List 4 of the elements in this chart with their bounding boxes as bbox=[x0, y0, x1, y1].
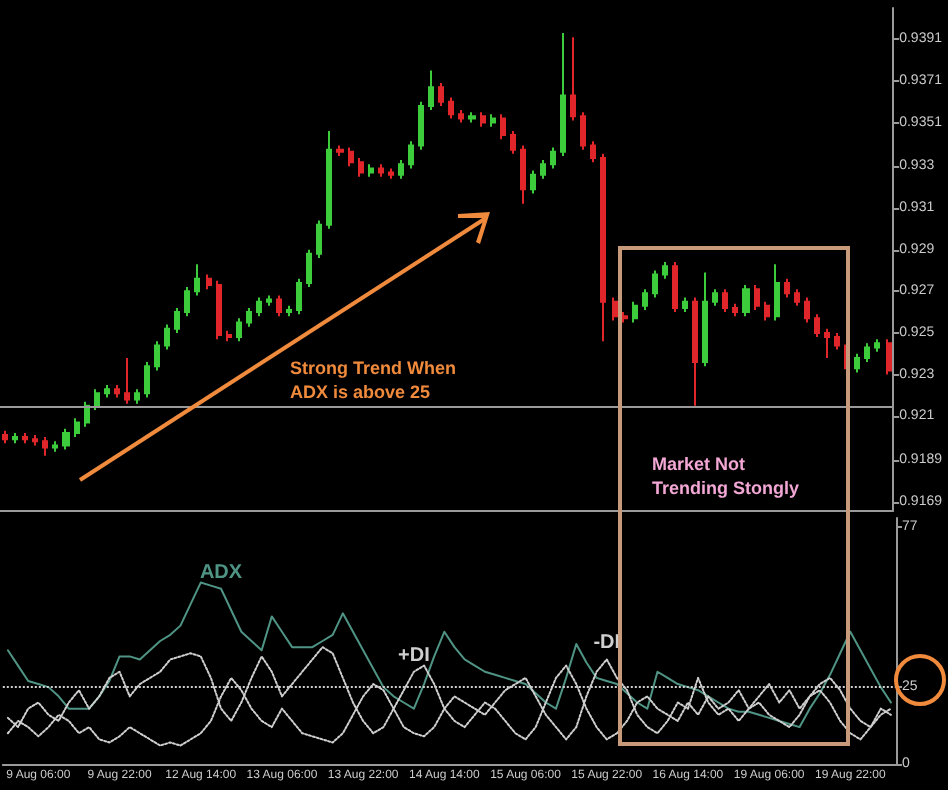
series-label: +DI bbox=[398, 644, 431, 667]
series-label: ADX bbox=[199, 561, 243, 584]
annotation: Strong Trend When ADX is above 25 bbox=[290, 358, 456, 402]
annotation: Market Not Trending Stongly bbox=[652, 454, 799, 498]
